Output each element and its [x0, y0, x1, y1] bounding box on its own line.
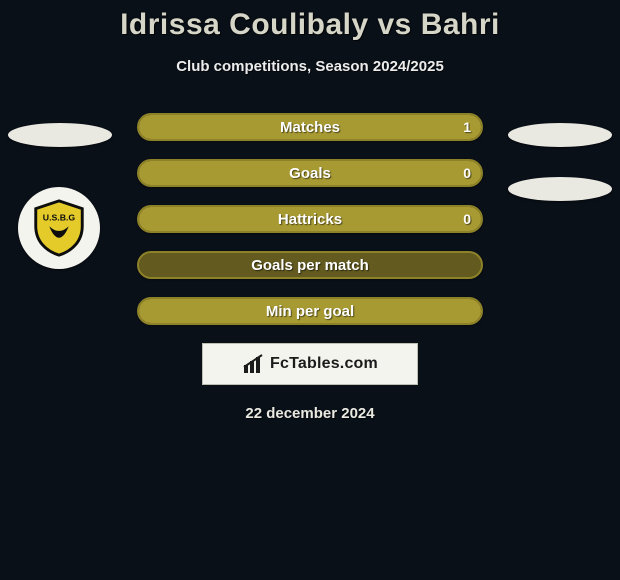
- bar-row: Matches1: [137, 113, 483, 141]
- shield-label: U.S.B.G: [43, 212, 76, 222]
- right-team-oval-1: [508, 123, 612, 147]
- bar-label: Goals per match: [139, 253, 481, 277]
- bar-row: Hattricks0: [137, 205, 483, 233]
- bar-track: Hattricks0: [137, 205, 483, 233]
- bar-track: Goals0: [137, 159, 483, 187]
- bar-fill: [139, 299, 481, 323]
- bar-track: Goals per match: [137, 251, 483, 279]
- bar-row: Goals0: [137, 159, 483, 187]
- page-title: Idrissa Coulibaly vs Bahri: [0, 0, 620, 42]
- bar-row: Min per goal: [137, 297, 483, 325]
- right-team-oval-2: [508, 177, 612, 201]
- bars-container: Matches1 Goals0 Hattricks0 Goals per match M…: [137, 113, 483, 325]
- bar-row: Goals per match: [137, 251, 483, 279]
- bar-fill: [139, 161, 481, 185]
- bar-track: Min per goal: [137, 297, 483, 325]
- bar-fill: [139, 115, 481, 139]
- club-badge: U.S.B.G: [18, 187, 100, 269]
- left-team-oval: [8, 123, 112, 147]
- date-line: 22 december 2024: [0, 405, 620, 422]
- stats-area: U.S.B.G Matches1 Goals0 Hattricks0 Goals pe…: [0, 113, 620, 325]
- brand-box: FcTables.com: [202, 343, 418, 385]
- brand-text: FcTables.com: [270, 355, 378, 373]
- shield-icon: U.S.B.G: [28, 197, 90, 259]
- bar-track: Matches1: [137, 113, 483, 141]
- page-subtitle: Club competitions, Season 2024/2025: [0, 58, 620, 75]
- bar-fill: [139, 207, 481, 231]
- chart-icon: [242, 353, 266, 375]
